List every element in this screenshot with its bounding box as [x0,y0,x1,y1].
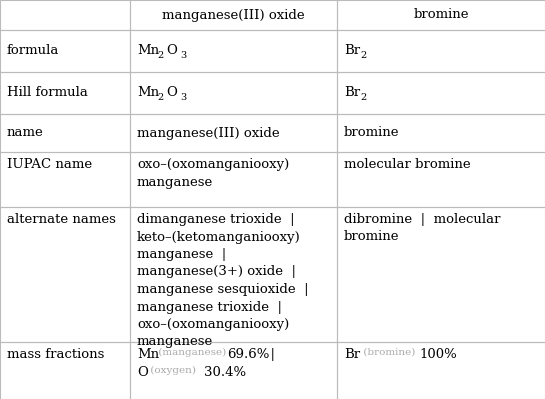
Text: 2: 2 [360,51,366,59]
Bar [0,72,130,114]
Bar [337,30,545,72]
Text: |: | [262,348,275,361]
Bar [0,30,130,72]
Text: bromine: bromine [413,8,469,22]
Text: Mn: Mn [137,45,159,57]
Text: 2: 2 [157,51,164,59]
Text: O: O [166,45,177,57]
Bar [337,72,545,114]
Bar [0,207,130,342]
Text: 2: 2 [360,93,366,101]
Text: dibromine  |  molecular
bromine: dibromine | molecular bromine [344,213,500,243]
Text: IUPAC name: IUPAC name [7,158,92,171]
Text: Br: Br [344,45,360,57]
Text: Mn: Mn [137,348,159,361]
Text: name: name [7,126,44,140]
Text: 3: 3 [180,51,186,59]
Text: (oxygen): (oxygen) [147,366,199,375]
Bar [337,152,545,207]
Bar [337,342,545,399]
Bar [337,0,545,30]
Text: manganese(III) oxide: manganese(III) oxide [137,126,280,140]
Text: Mn: Mn [137,87,159,99]
Text: (manganese): (manganese) [155,348,229,357]
Text: bromine: bromine [344,126,399,140]
Text: (bromine): (bromine) [360,348,419,357]
Bar [130,207,337,342]
Text: 30.4%: 30.4% [204,366,246,379]
Text: Hill formula: Hill formula [7,87,88,99]
Bar [130,152,337,207]
Text: oxo–(oxomanganiooxy)
manganese: oxo–(oxomanganiooxy) manganese [137,158,289,189]
Bar [130,30,337,72]
Text: 3: 3 [180,93,186,101]
Text: O: O [166,87,177,99]
Text: manganese(III) oxide: manganese(III) oxide [162,8,305,22]
Bar [0,0,130,30]
Text: alternate names: alternate names [7,213,116,226]
Bar [337,114,545,152]
Bar [0,342,130,399]
Text: 2: 2 [157,93,164,101]
Text: Br: Br [344,348,360,361]
Text: formula: formula [7,45,59,57]
Bar [130,0,337,30]
Bar [130,114,337,152]
Bar [0,152,130,207]
Text: mass fractions: mass fractions [7,348,105,361]
Bar [0,114,130,152]
Text: 100%: 100% [419,348,457,361]
Text: 69.6%: 69.6% [227,348,269,361]
Bar [130,72,337,114]
Text: dimanganese trioxide  |
keto–(ketomanganiooxy)
manganese  |
manganese(3+) oxide : dimanganese trioxide | keto–(ketomangani… [137,213,308,348]
Text: O: O [137,366,148,379]
Bar [130,342,337,399]
Text: molecular bromine: molecular bromine [344,158,471,171]
Text: Br: Br [344,87,360,99]
Bar [337,207,545,342]
